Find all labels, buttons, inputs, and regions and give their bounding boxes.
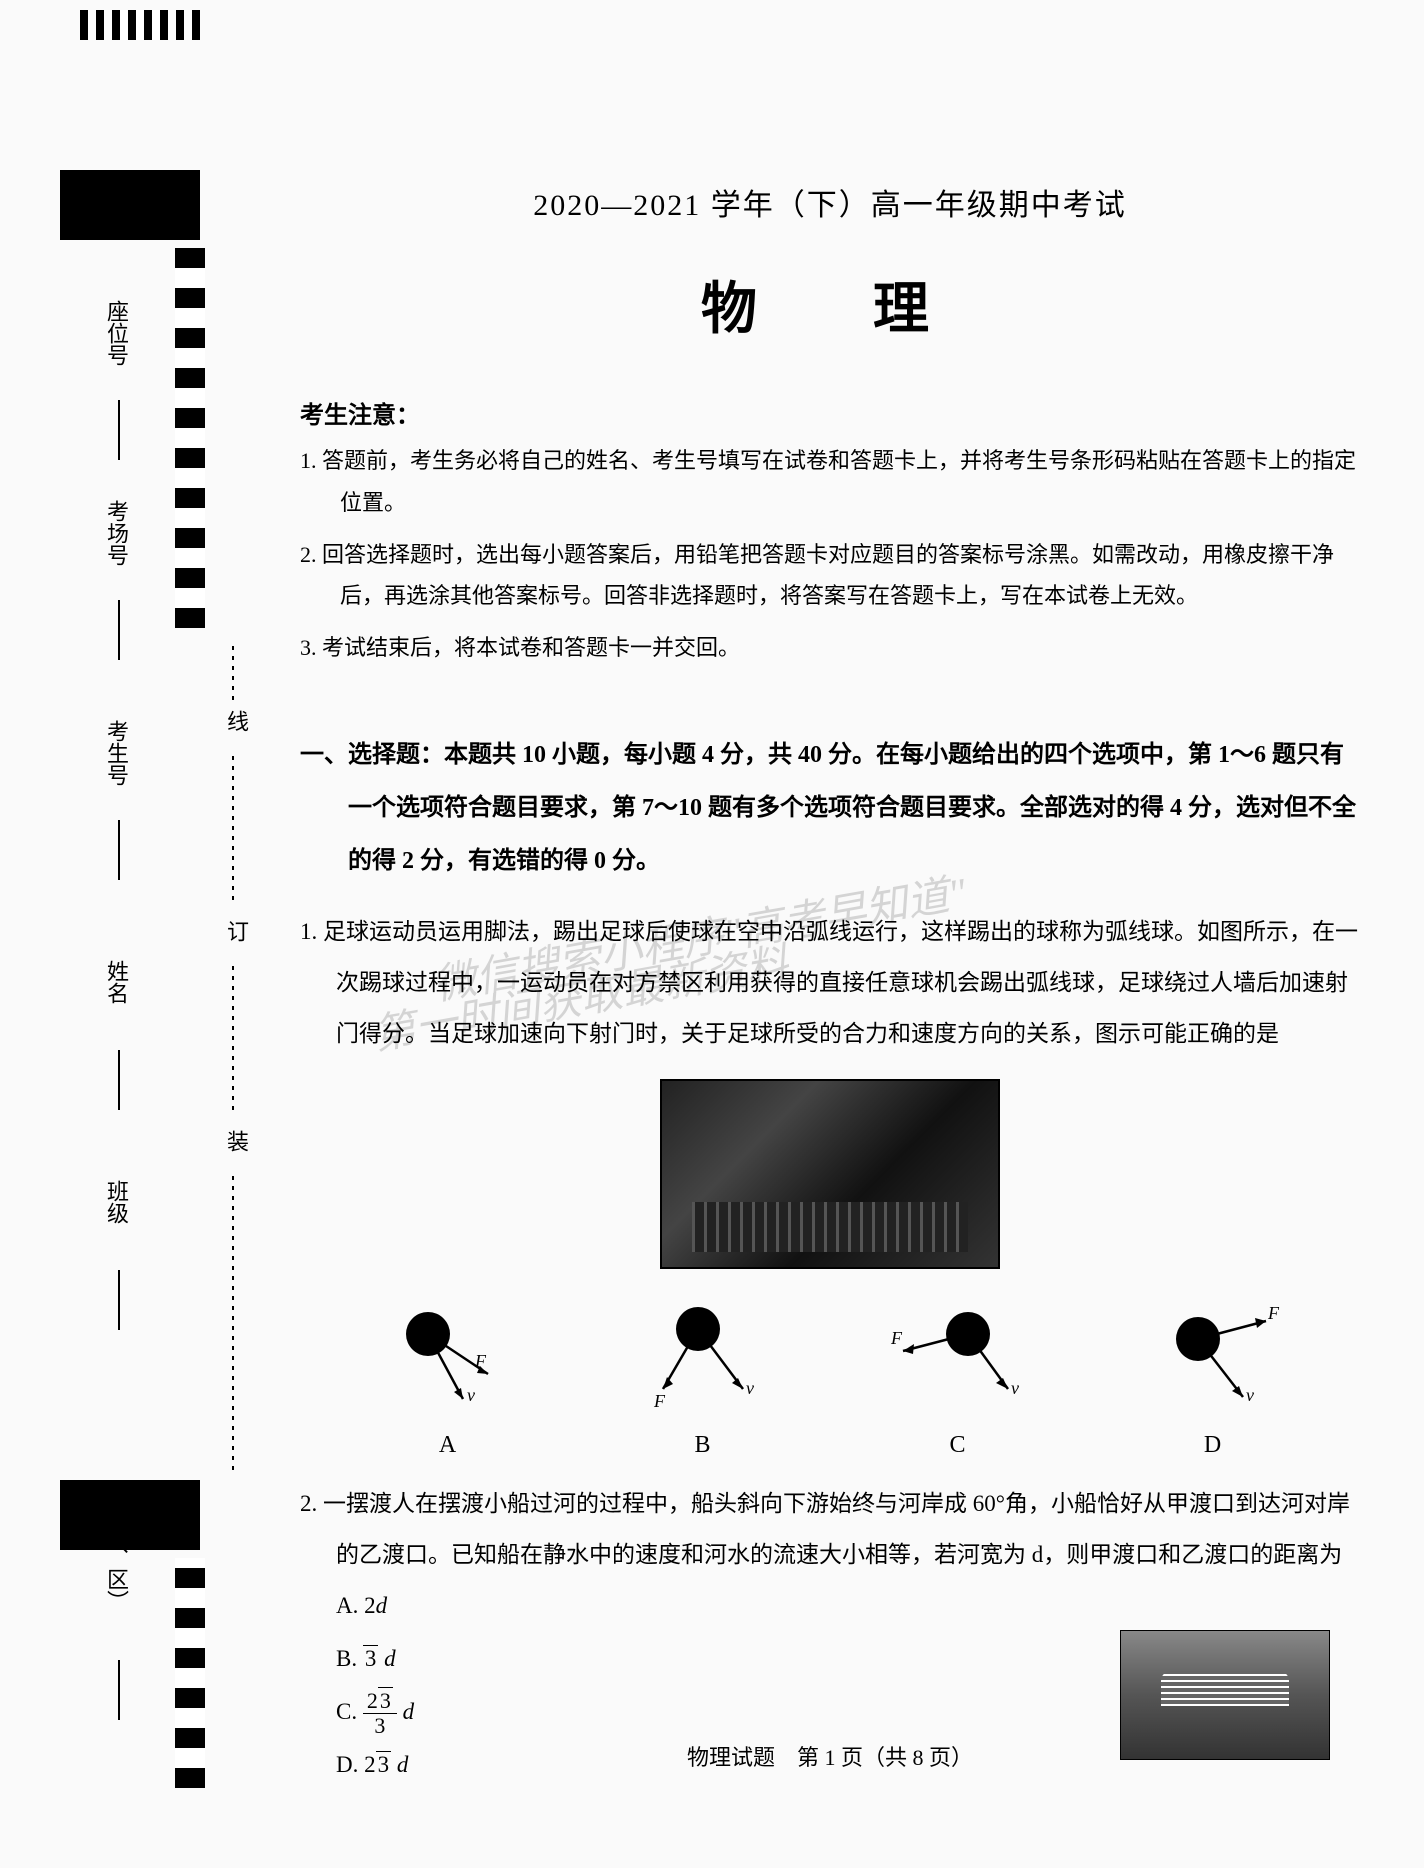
main-content: 2020—2021 学年（下）高一年级期中考试 物 理 考生注意： 1. 答题前…	[300, 100, 1360, 1792]
label-xian: 线	[220, 710, 252, 732]
label-student: 考生号	[100, 720, 132, 786]
binding-dotline	[232, 960, 234, 1110]
fill-line	[118, 600, 120, 660]
section1-header: 一、选择题：本题共 10 小题，每小题 4 分，共 40 分。在每小题给出的四个…	[300, 729, 1360, 887]
label-seat: 座位号	[100, 300, 132, 366]
fill-line	[118, 1270, 120, 1330]
option-D: F v D	[1138, 1289, 1288, 1459]
exam-page: 座位号 考场号 考生号 姓名 班级 县（市、区） 线 订 装 微信搜索小程序"高…	[0, 0, 1424, 1868]
binding-dotline	[232, 640, 234, 700]
svg-text:F: F	[890, 1328, 903, 1348]
option-B: F v B	[628, 1289, 778, 1459]
question-1: 1. 足球运动员运用脚法，踢出足球后使球在空中沿弧线运行，这样踢出的球称为弧线球…	[300, 907, 1360, 1059]
svg-text:v: v	[1246, 1385, 1254, 1405]
label-ding: 订	[220, 920, 252, 942]
svg-text:F: F	[653, 1391, 666, 1411]
binding-dotline	[232, 1170, 234, 1470]
label-name: 姓名	[100, 960, 132, 1004]
option-C: F v C	[883, 1289, 1033, 1459]
exam-header: 2020—2021 学年（下）高一年级期中考试	[300, 180, 1360, 224]
label-county: 县（市、区）	[100, 1480, 132, 1612]
diagram-C: F v	[883, 1289, 1033, 1419]
binding-dotline	[232, 750, 234, 900]
page-footer: 物理试题 第 1 页（共 8 页）	[300, 1740, 1360, 1772]
barcode-vertical-top	[175, 248, 205, 628]
notice-item-1: 1. 答题前，考生务必将自己的姓名、考生号填写在试卷和答题卡上，并将考生号条形码…	[300, 440, 1360, 524]
option-A: F v A	[373, 1289, 523, 1459]
option-D-label: D	[1138, 1432, 1288, 1459]
corner-marker-top	[60, 170, 200, 240]
label-room: 考场号	[100, 500, 132, 566]
exam-subject: 物 理	[300, 264, 1360, 345]
option-A-label: A	[373, 1432, 523, 1459]
label-class: 班级	[100, 1180, 132, 1224]
svg-text:v: v	[746, 1378, 754, 1398]
question-1-photo	[660, 1079, 1000, 1269]
question-2: 2. 一摆渡人在摆渡小船过河的过程中，船头斜向下游始终与河岸成 60°角，小船恰…	[300, 1479, 1360, 1580]
q2-option-A: A. 2d	[336, 1580, 1360, 1633]
question-1-options: F v A F v B	[300, 1289, 1360, 1459]
barcode-vertical-bottom	[175, 1558, 205, 1788]
svg-text:F: F	[474, 1351, 487, 1371]
notice-title: 考生注意：	[300, 395, 1360, 430]
fill-line	[118, 1050, 120, 1110]
fill-line	[118, 820, 120, 880]
diagram-D: F v	[1138, 1289, 1288, 1419]
diagram-A: F v	[373, 1289, 523, 1419]
option-B-label: B	[628, 1432, 778, 1459]
svg-text:v: v	[1011, 1378, 1019, 1398]
svg-text:F: F	[1267, 1303, 1280, 1323]
diagram-B: F v	[628, 1289, 778, 1419]
option-C-label: C	[883, 1432, 1033, 1459]
svg-text:v: v	[467, 1385, 475, 1405]
fill-line	[118, 1660, 120, 1720]
barcode-top	[80, 10, 200, 40]
notice-item-2: 2. 回答选择题时，选出每小题答案后，用铅笔把答题卡对应题目的答案标号涂黑。如需…	[300, 534, 1360, 618]
label-zhuang: 装	[220, 1130, 252, 1152]
fill-line	[118, 400, 120, 460]
notice-item-3: 3. 考试结束后，将本试卷和答题卡一并交回。	[300, 627, 1360, 669]
